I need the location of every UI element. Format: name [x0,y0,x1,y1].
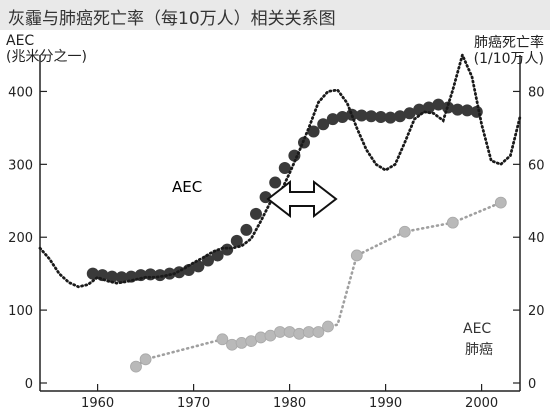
cancer-point [283,326,296,338]
cancer-point [139,353,152,366]
cancer-point [350,249,363,262]
aec-point [355,109,368,122]
cancer-point [494,196,507,209]
cancer-point [254,331,267,344]
aec-point [365,110,378,123]
aec-point [221,243,234,256]
left-axis-title-line2: (兆米分之一) [6,49,87,65]
aec-point [240,223,253,236]
cancer-point [226,338,238,351]
aec-point [394,110,406,123]
right-axis-title: 肺癌死亡率 (1/10万人) [448,35,544,67]
cancer-point [235,337,248,349]
aec-point [230,234,243,247]
x-tick-label: 1980 [273,396,306,410]
cancer-point [293,327,306,340]
aec-point [403,107,416,120]
x-tick-label: 1960 [81,396,114,410]
cancer-point [322,320,334,333]
aec-point [317,118,330,131]
left-tick-label: 0 [25,377,33,392]
left-tick-label: 300 [8,158,33,173]
aec-point [384,111,397,124]
aec-point [422,101,435,114]
right-tick-label: 80 [528,85,545,100]
right-tick-label: 0 [528,377,536,392]
cancer-point [312,326,325,338]
title-bar: 灰霾与肺癌死亡率（每10万人）相关关系图 [0,0,550,30]
aec-point [374,110,387,123]
legend-cancer: 肺癌 [465,342,493,358]
cancer-point [216,333,229,346]
aec-point [432,98,445,111]
right-tick-label: 40 [528,231,545,246]
left-tick-label: 200 [8,231,33,246]
aec-annotation: AEC [172,178,202,196]
aec-point [336,110,349,123]
x-tick-label: 1970 [177,396,210,410]
aec-point [269,176,282,189]
legend-aec: AEC [463,321,491,337]
chart-title: 灰霾与肺癌死亡率（每10万人）相关关系图 [8,9,336,29]
aec-point [106,270,118,283]
aec-point [461,104,474,117]
shift-arrow-icon [266,179,338,219]
x-tick-label: 2000 [465,396,498,410]
aec-point [451,103,464,116]
right-axis-title-line2: (1/10万人) [473,51,544,67]
aec-point [86,267,99,280]
left-axis-title: AEC (兆米分之一) [6,33,87,65]
aec-point [115,271,128,284]
x-tick-label: 1990 [369,396,402,410]
right-axis-title-line1: 肺癌死亡率 [474,35,544,51]
aec-point [470,105,483,118]
aec-point [250,207,262,220]
aec-point [326,113,339,126]
cancer-point [130,360,142,373]
right-tick-label: 20 [528,304,545,319]
cancer-point [446,216,459,229]
cancer-dotted-line [134,201,503,368]
left-axis-title-line1: AEC [6,33,35,49]
aec-point [307,125,320,138]
left-tick-label: 100 [8,304,33,319]
aec-point [192,260,205,273]
aec-point [278,161,291,174]
left-tick-label: 400 [8,85,33,100]
cancer-point [398,225,411,238]
right-tick-label: 60 [528,158,545,173]
